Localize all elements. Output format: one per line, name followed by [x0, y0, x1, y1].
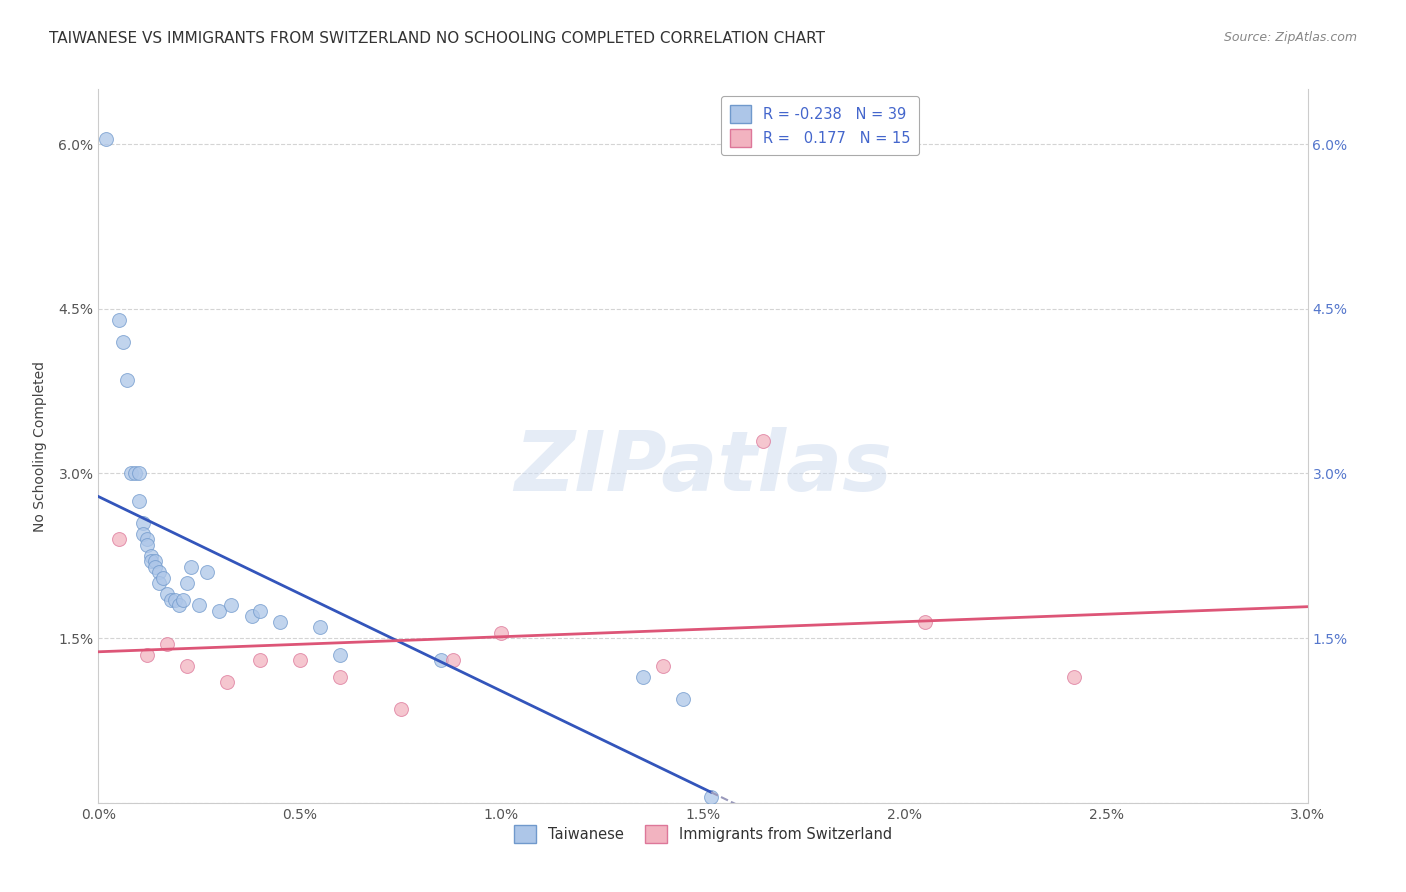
Point — [172, 592, 194, 607]
Point — [441, 653, 464, 667]
Point — [111, 334, 134, 349]
Point — [491, 625, 513, 640]
Point — [139, 554, 162, 568]
Point — [135, 533, 157, 547]
Point — [208, 604, 231, 618]
Point — [152, 571, 174, 585]
Point — [249, 653, 271, 667]
Point — [651, 658, 673, 673]
Point — [309, 620, 332, 634]
Point — [163, 592, 186, 607]
Point — [1063, 669, 1085, 683]
Point — [96, 131, 118, 145]
Point — [329, 669, 352, 683]
Point — [132, 526, 155, 541]
Point — [176, 576, 198, 591]
Point — [430, 653, 453, 667]
Point — [195, 566, 218, 580]
Y-axis label: No Schooling Completed: No Schooling Completed — [34, 360, 48, 532]
Point — [752, 434, 775, 448]
Point — [914, 615, 936, 629]
Point — [269, 615, 291, 629]
Point — [128, 467, 150, 481]
Text: Source: ZipAtlas.com: Source: ZipAtlas.com — [1223, 31, 1357, 45]
Point — [107, 312, 129, 326]
Point — [124, 467, 146, 481]
Point — [389, 702, 412, 716]
Point — [700, 790, 723, 805]
Point — [160, 592, 183, 607]
Point — [156, 637, 179, 651]
Point — [120, 467, 142, 481]
Point — [135, 538, 157, 552]
Point — [188, 598, 211, 612]
Point — [135, 648, 157, 662]
Point — [240, 609, 263, 624]
Point — [156, 587, 179, 601]
Point — [115, 373, 138, 387]
Legend: Taiwanese, Immigrants from Switzerland: Taiwanese, Immigrants from Switzerland — [508, 820, 898, 849]
Point — [288, 653, 311, 667]
Point — [167, 598, 190, 612]
Point — [631, 669, 654, 683]
Point — [143, 559, 166, 574]
Point — [132, 516, 155, 530]
Point — [107, 533, 129, 547]
Point — [672, 691, 695, 706]
Point — [329, 648, 352, 662]
Point — [143, 554, 166, 568]
Text: TAIWANESE VS IMMIGRANTS FROM SWITZERLAND NO SCHOOLING COMPLETED CORRELATION CHAR: TAIWANESE VS IMMIGRANTS FROM SWITZERLAND… — [49, 31, 825, 46]
Text: ZIPatlas: ZIPatlas — [515, 427, 891, 508]
Point — [221, 598, 243, 612]
Point — [180, 559, 202, 574]
Point — [176, 658, 198, 673]
Point — [249, 604, 271, 618]
Point — [128, 494, 150, 508]
Point — [139, 549, 162, 563]
Point — [148, 566, 170, 580]
Point — [148, 576, 170, 591]
Point — [217, 675, 239, 690]
